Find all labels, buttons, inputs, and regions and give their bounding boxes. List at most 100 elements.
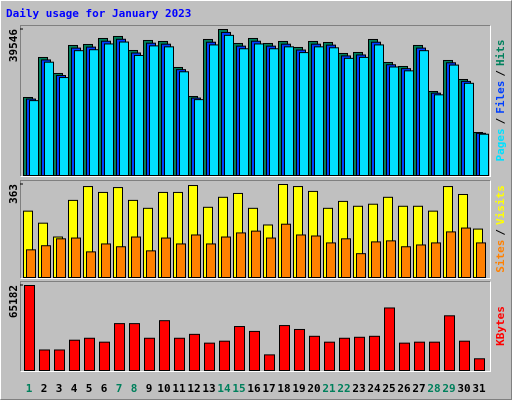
bar	[146, 250, 156, 279]
bar	[159, 320, 170, 371]
bar	[369, 335, 380, 372]
panel-border-dark	[20, 25, 491, 177]
y-tick-label: 39546	[7, 29, 20, 62]
legend-separator: /	[494, 229, 507, 236]
bar	[309, 335, 320, 372]
x-tick-label: 22	[337, 382, 350, 395]
bar	[54, 349, 65, 371]
bar	[356, 253, 366, 278]
bar	[264, 354, 275, 372]
bar	[249, 330, 260, 372]
bar	[239, 48, 249, 176]
bar	[236, 232, 246, 279]
bar	[59, 77, 69, 176]
legend-separator: /	[494, 117, 507, 124]
bar	[296, 234, 306, 278]
x-tick-label: 25	[382, 382, 395, 395]
bar	[444, 315, 455, 372]
bar	[479, 133, 489, 176]
panel-border-light	[20, 281, 491, 372]
bar	[56, 238, 66, 279]
x-tick-label: 7	[116, 382, 123, 395]
bar	[266, 237, 276, 278]
bar	[284, 46, 294, 177]
y-tick-label: 363	[7, 184, 20, 204]
bar	[414, 341, 425, 372]
x-tick-label: 6	[101, 382, 108, 395]
bar	[179, 71, 189, 176]
bar	[206, 243, 216, 279]
x-tick-label: 23	[352, 382, 365, 395]
legend: Sites / Visits	[494, 185, 507, 273]
x-tick-label: 10	[157, 382, 170, 395]
x-tick-label: 26	[397, 382, 411, 395]
bar	[339, 337, 350, 371]
x-tick-label: 1	[26, 382, 33, 395]
bar	[324, 341, 335, 372]
legend-entry: Files	[494, 81, 507, 114]
bar	[161, 237, 171, 278]
legend: Pages / Files / Hits	[494, 40, 507, 162]
bar	[221, 236, 231, 278]
y-tick-label: 65182	[7, 285, 20, 318]
bar	[149, 45, 159, 176]
bar	[476, 242, 486, 278]
bar	[176, 243, 186, 279]
bar	[71, 237, 81, 278]
bar	[464, 82, 474, 176]
bar	[44, 61, 54, 176]
bar	[41, 245, 51, 278]
bar	[89, 49, 99, 177]
x-tick-label: 12	[187, 382, 200, 395]
bar	[279, 325, 290, 372]
bar	[26, 249, 36, 279]
bar	[144, 337, 155, 371]
legend: KBytes	[494, 306, 507, 346]
bar	[431, 242, 441, 278]
x-tick-label: 24	[367, 382, 381, 395]
bar	[389, 66, 399, 176]
x-tick-label: 11	[172, 382, 186, 395]
bar	[399, 342, 410, 372]
bar	[74, 50, 84, 176]
bar	[101, 243, 111, 279]
bar	[359, 56, 369, 176]
bar	[234, 326, 245, 371]
bar	[449, 64, 459, 176]
bar	[116, 246, 126, 278]
bar	[401, 246, 411, 278]
panel-border-light	[20, 180, 491, 279]
bar	[446, 231, 456, 279]
bar	[429, 341, 440, 372]
bar	[416, 244, 426, 279]
bar	[134, 54, 144, 177]
x-tick-label: 29	[442, 382, 455, 395]
panel-border-dark	[20, 180, 491, 279]
x-tick-label: 16	[247, 382, 261, 395]
x-tick-label: 3	[56, 382, 63, 395]
x-tick-label: 21	[322, 382, 336, 395]
x-tick-label: 27	[412, 382, 425, 395]
legend-entry: Hits	[494, 40, 507, 67]
bar	[354, 336, 365, 371]
bar	[114, 323, 125, 371]
bar	[86, 251, 96, 279]
bar	[251, 230, 261, 278]
bar	[204, 342, 215, 372]
bar	[131, 236, 141, 278]
bar	[281, 223, 291, 278]
x-tick-label: 30	[457, 382, 470, 395]
bar	[69, 339, 80, 372]
bar	[344, 57, 354, 177]
x-tick-label: 14	[217, 382, 231, 395]
bar	[99, 341, 110, 372]
bar	[461, 227, 471, 279]
bar	[299, 52, 309, 177]
bar	[404, 70, 414, 176]
bar	[84, 337, 95, 371]
bar	[254, 43, 264, 177]
x-tick-label: 18	[277, 382, 290, 395]
